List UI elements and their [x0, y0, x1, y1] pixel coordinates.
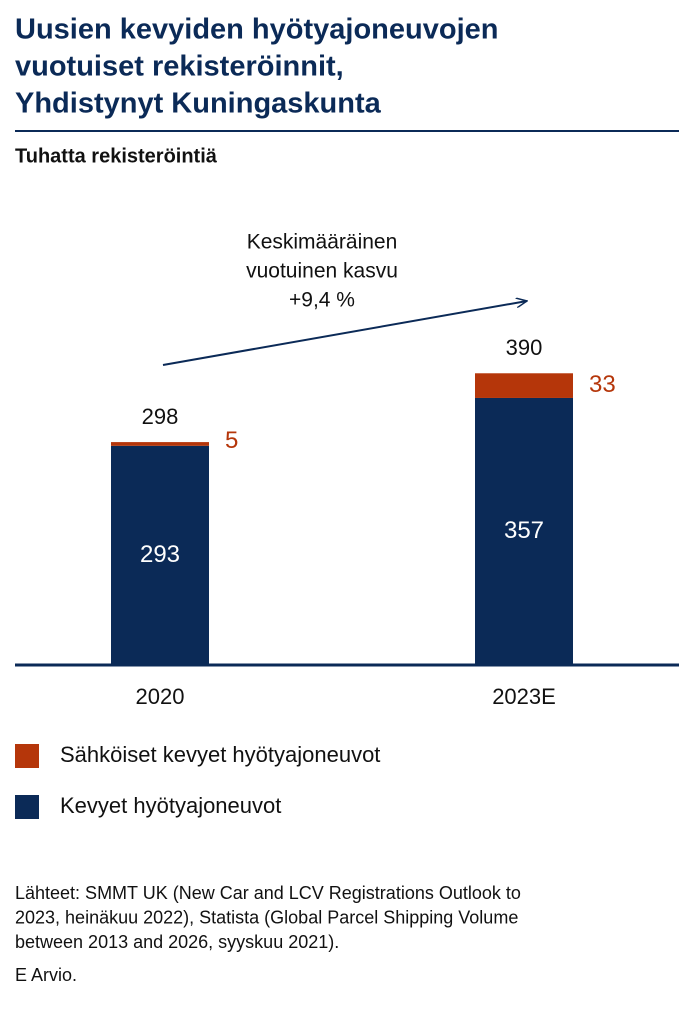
- legend-label: Sähköiset kevyet hyötyajoneuvot: [60, 742, 380, 767]
- chart-title: Yhdistynyt Kuningaskunta: [15, 88, 382, 120]
- bar-segment: [111, 442, 209, 446]
- chart-title: vuotuiset rekisteröinnit,: [15, 51, 344, 83]
- annotation: vuotuinen kasvu: [246, 260, 398, 283]
- value-label: 357: [504, 517, 544, 544]
- growth-arrow: [162, 301, 527, 366]
- total-label: 390: [506, 335, 543, 360]
- x-tick-label: 2023E: [492, 684, 556, 709]
- value-label: 5: [225, 427, 238, 454]
- annotation: +9,4 %: [289, 289, 355, 312]
- x-tick-label: 2020: [136, 684, 185, 709]
- chart-title: Uusien kevyiden hyötyajoneuvojen: [15, 14, 498, 46]
- legend-swatch: [15, 795, 39, 819]
- value-label: 33: [589, 371, 616, 398]
- total-label: 298: [142, 404, 179, 429]
- source: Lähteet: SMMT UK (New Car and LCV Regist…: [15, 883, 521, 903]
- chart-subtitle: Tuhatta rekisteröintiä: [15, 145, 218, 167]
- bar-segment: [475, 373, 573, 398]
- value-label: 293: [140, 541, 180, 568]
- note: E Arvio.: [15, 965, 77, 985]
- legend-label: Kevyet hyötyajoneuvot: [60, 793, 281, 818]
- bar-segment: [475, 397, 573, 665]
- source: 2023, heinäkuu 2022), Statista (Global P…: [15, 907, 518, 927]
- annotation: Keskimääräinen: [247, 231, 398, 254]
- bar-segment: [111, 445, 209, 665]
- legend-swatch: [15, 744, 39, 768]
- source: between 2013 and 2026, syyskuu 2021).: [15, 932, 339, 952]
